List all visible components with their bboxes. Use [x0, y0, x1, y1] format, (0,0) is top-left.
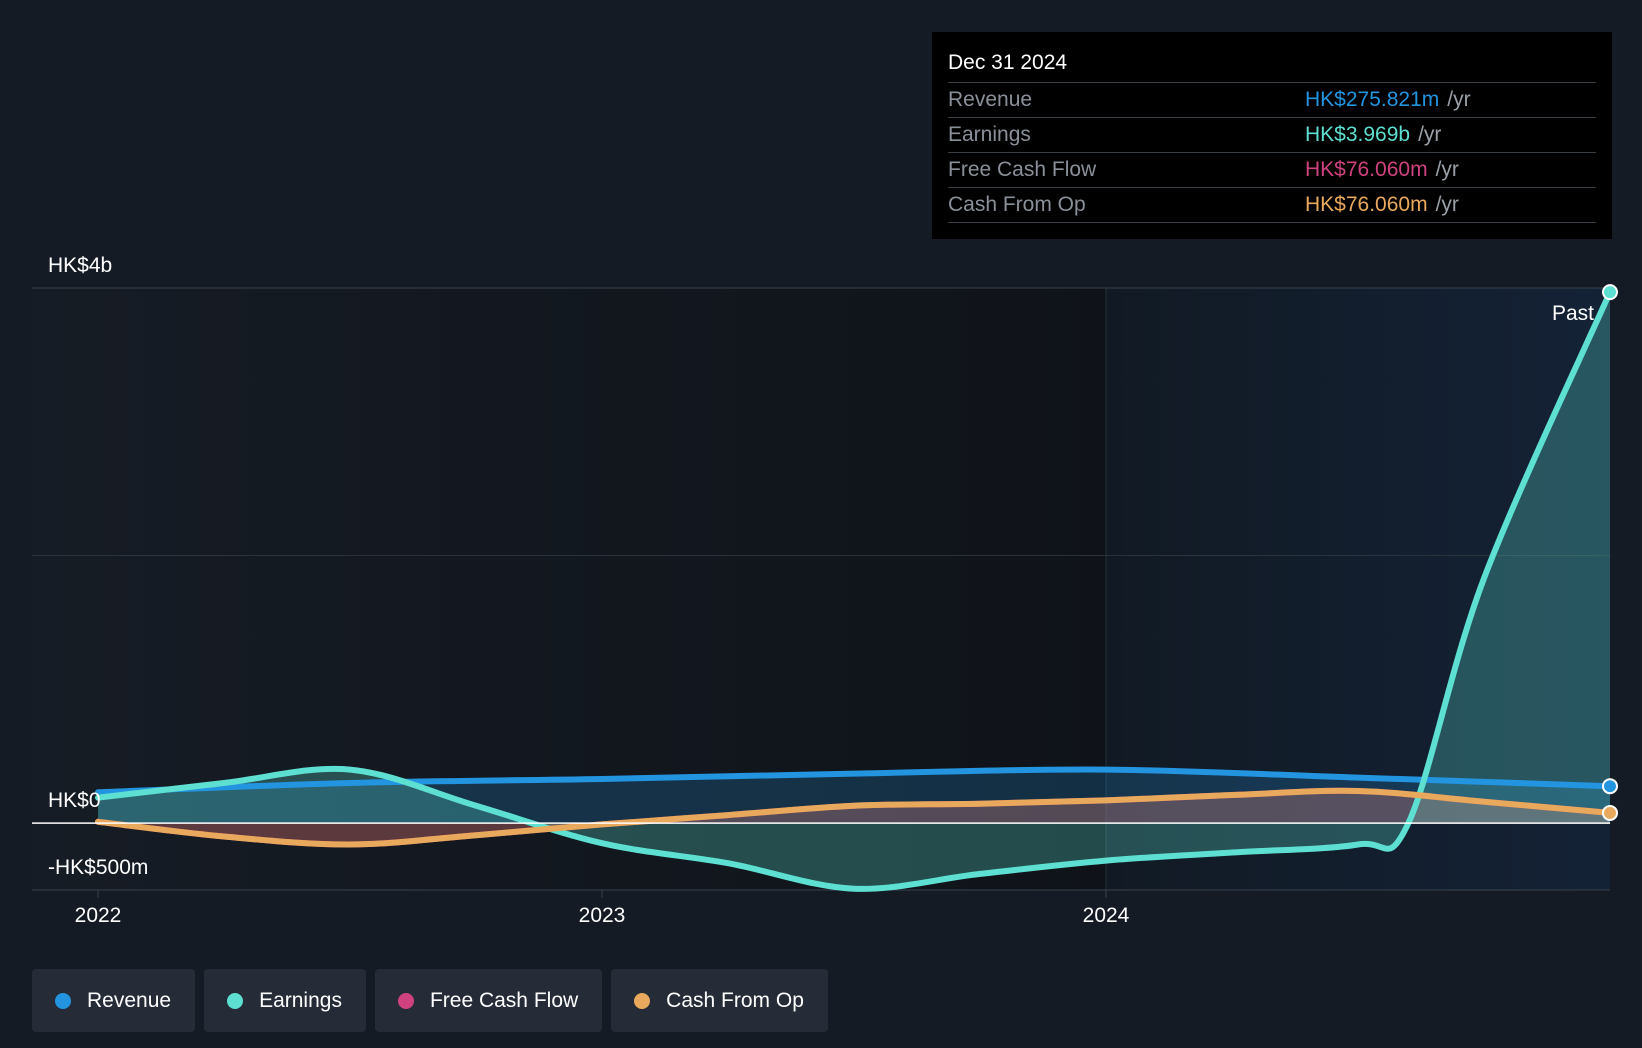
x-tick-label: 2023	[579, 904, 626, 927]
x-axis-labels: 2022 2023 2024	[75, 904, 1130, 927]
tooltip-unit: /yr	[1447, 88, 1471, 111]
legend-item-free-cash-flow[interactable]: Free Cash Flow	[374, 969, 603, 1032]
line-revenue	[95, 766, 1613, 796]
x-tick-label: 2022	[75, 904, 122, 927]
legend-dot-icon	[55, 992, 71, 1009]
legend: Revenue Earnings Free Cash Flow Cash From O…	[32, 969, 828, 1032]
tooltip-label: Revenue	[948, 88, 1033, 111]
legend-item-earnings[interactable]: Earnings	[204, 969, 366, 1032]
tooltip-value: HK$3.969b	[1305, 123, 1411, 146]
tooltip-date: Dec 31 2024	[948, 44, 1596, 83]
legend-label: Free Cash Flow	[429, 988, 579, 1012]
legend-label: Cash From Op	[666, 988, 804, 1012]
tooltip-row: Earnings HK$3.969b/yr	[948, 118, 1596, 153]
y-axis-labels: HK$4b HK$0 -HK$500m	[48, 254, 148, 879]
legend-dot-icon	[227, 992, 244, 1009]
tooltip-unit: /yr	[1435, 193, 1459, 216]
tooltip-label: Free Cash Flow	[948, 158, 1097, 181]
legend-dot-icon	[634, 992, 651, 1009]
area-free-cash-flow	[98, 790, 1610, 845]
y-tick-label: HK$4b	[48, 254, 112, 277]
y-tick-label: -HK$500m	[48, 856, 148, 879]
series-end-markers	[1602, 284, 1618, 821]
tooltip-row: Revenue HK$275.821m/yr	[948, 83, 1596, 118]
tooltip-value: HK$275.821m	[1305, 88, 1440, 111]
legend-item-revenue[interactable]: Revenue	[32, 969, 196, 1032]
legend-label: Earnings	[259, 988, 342, 1012]
end-marker-revenue	[1602, 778, 1618, 795]
line-cash-from-op	[95, 787, 1613, 848]
tooltip-value: HK$76.060m	[1305, 158, 1428, 181]
x-tick-label: 2024	[1083, 904, 1130, 927]
legend-item-cash-from-op[interactable]: Cash From Op	[611, 969, 828, 1032]
area-cash-from-op	[98, 790, 1610, 845]
tooltip-row: Free Cash Flow HK$76.060m/yr	[948, 153, 1596, 188]
end-marker-cash-from-op	[1602, 804, 1618, 821]
tooltip-unit: /yr	[1418, 123, 1442, 146]
gridlines	[32, 287, 1610, 898]
tooltip-unit: /yr	[1435, 158, 1459, 181]
line-earnings	[95, 289, 1613, 892]
tooltip-row: Cash From Op HK$76.060m/yr	[948, 188, 1596, 223]
legend-dot-icon	[397, 992, 414, 1009]
past-label: Past	[1552, 302, 1594, 325]
series-lines	[32, 289, 1613, 892]
tooltip-label: Earnings	[948, 123, 1031, 146]
end-marker-earnings	[1602, 284, 1618, 301]
y-tick-label: HK$0	[48, 789, 101, 812]
tooltip-value: HK$76.060m	[1305, 193, 1428, 216]
tooltip-label: Cash From Op	[948, 193, 1086, 216]
tooltip: Dec 31 2024 Revenue HK$275.821m/yr Earning…	[932, 32, 1612, 239]
legend-label: Revenue	[87, 988, 172, 1012]
